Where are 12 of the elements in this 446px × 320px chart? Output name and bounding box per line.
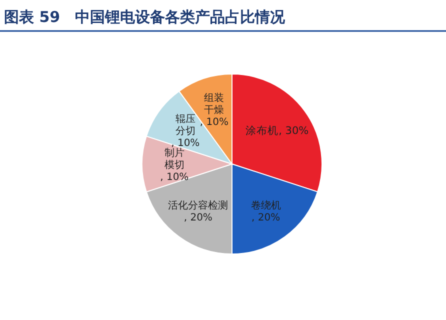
data-label: , 10% (160, 172, 189, 183)
data-label: , 20% (252, 212, 280, 224)
slice-label: 辊压分切 (175, 113, 196, 138)
chart-title: 图表 59 中国锂电设备各类产品占比情况 (4, 8, 286, 26)
slice-label: 卷绕机 (250, 200, 281, 212)
slice-label: 活化分容检测 (168, 200, 228, 212)
slice-label: 制片模切 (164, 147, 184, 171)
slice-label: 涂布机 (246, 125, 279, 138)
data-label: , 20% (184, 212, 212, 224)
data-label: , 10% (200, 117, 228, 128)
slice-label: 组装干燥 (204, 92, 224, 116)
data-label: , 30% (278, 125, 309, 138)
